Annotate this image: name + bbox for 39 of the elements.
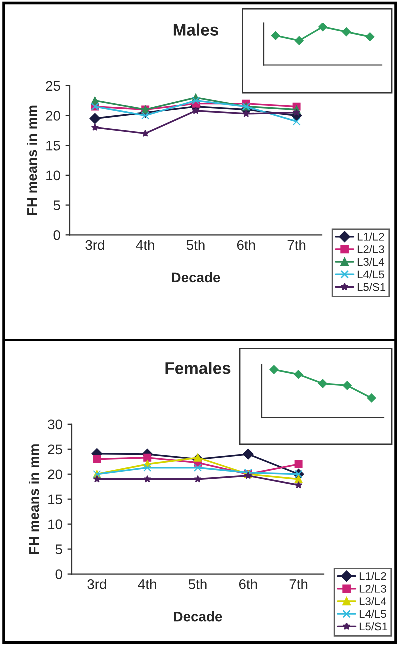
legend-label: L5/S1 <box>358 283 386 292</box>
y-tick-label: 15 <box>46 141 60 151</box>
x-tick-label: 7th <box>290 579 308 590</box>
y-tick-label: 0 <box>54 230 60 240</box>
x-axis-title: Decade <box>172 272 220 283</box>
y-tick-label: 5 <box>56 544 62 554</box>
y-tick-label: 15 <box>48 494 62 505</box>
x-tick-label: 4th <box>138 579 156 590</box>
y-tick-label: 30 <box>48 420 62 430</box>
x-tick-label: 3rd <box>86 240 104 250</box>
y-tick-label: 25 <box>48 444 62 455</box>
legend-label: L3/L4 <box>360 597 387 606</box>
chart-title: Females <box>166 362 231 374</box>
y-tick-label: 0 <box>56 570 62 580</box>
x-tick-label: 7th <box>288 240 306 250</box>
y-axis-title: FH means in mm <box>27 106 38 216</box>
x-tick-label: 4th <box>136 240 154 250</box>
legend-label: L4/L5 <box>360 610 386 618</box>
x-tick-label: 5th <box>188 579 207 590</box>
legend-label: L1/L2 <box>360 572 386 580</box>
y-tick-label: 10 <box>46 170 60 181</box>
legend-label: L1/L2 <box>358 232 384 241</box>
y-tick-label: 5 <box>54 200 60 210</box>
y-tick-label: 20 <box>48 470 62 480</box>
x-tick-label: 3rd <box>88 579 106 590</box>
y-tick-label: 10 <box>48 520 62 530</box>
legend-label: L2/L3 <box>358 245 384 254</box>
legend-label: L3/L4 <box>358 258 385 266</box>
x-tick-label: 6th <box>237 240 256 250</box>
x-tick-label: 5th <box>186 240 205 250</box>
chart-title: Males <box>174 24 218 36</box>
legend-label: L4/L5 <box>358 270 384 279</box>
y-tick-label: 20 <box>46 111 60 121</box>
y-tick-label: 25 <box>46 81 60 92</box>
legend-label: L2/L3 <box>360 584 386 593</box>
x-axis-title: Decade <box>174 612 222 622</box>
y-axis-title: FH means in mm <box>29 444 40 554</box>
legend-label: L5/S1 <box>360 622 388 631</box>
x-tick-label: 6th <box>239 579 258 590</box>
